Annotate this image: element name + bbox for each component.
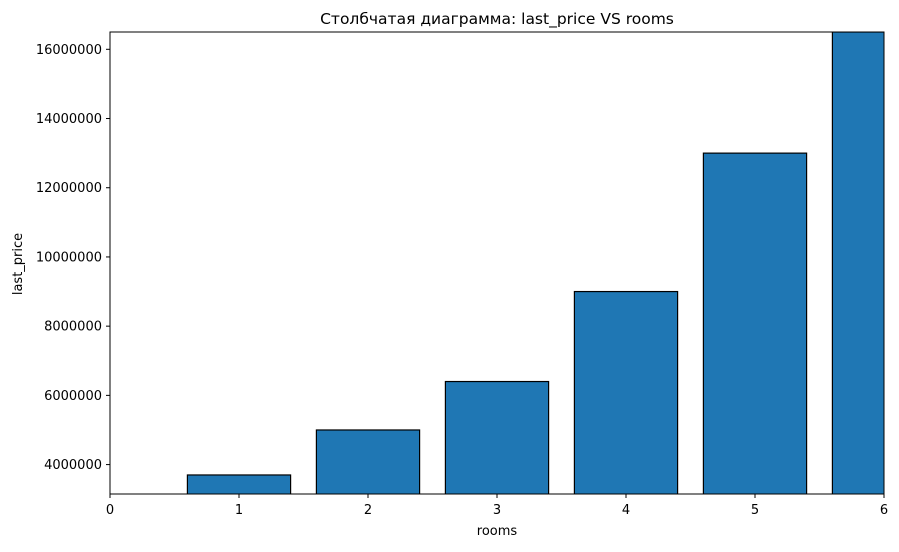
y-tick-label: 16000000 [36,43,102,58]
y-axis-label: last_price [11,233,26,295]
y-tick-label: 4000000 [44,458,102,473]
bar-rooms-1 [187,475,290,496]
y-tick-label: 8000000 [44,320,102,335]
bar-rooms-5 [703,153,806,496]
chart-title: Столбчатая диаграмма: last_price VS room… [320,10,674,29]
y-tick-label: 12000000 [36,181,102,196]
x-tick-label: 6 [880,503,888,518]
x-tick-label: 2 [364,503,372,518]
x-tick-label: 4 [622,503,630,518]
x-tick-label: 5 [751,503,759,518]
x-axis-label: rooms [477,524,518,539]
x-tick-label: 3 [493,503,501,518]
y-tick-label: 10000000 [36,250,102,265]
x-tick-label: 1 [235,503,243,518]
bar-rooms-4 [574,292,677,496]
bar-rooms-3 [445,382,548,496]
y-tick-label: 6000000 [44,389,102,404]
y-tick-label: 14000000 [36,112,102,127]
bar-rooms-2 [316,430,419,496]
x-tick-label: 0 [106,503,114,518]
